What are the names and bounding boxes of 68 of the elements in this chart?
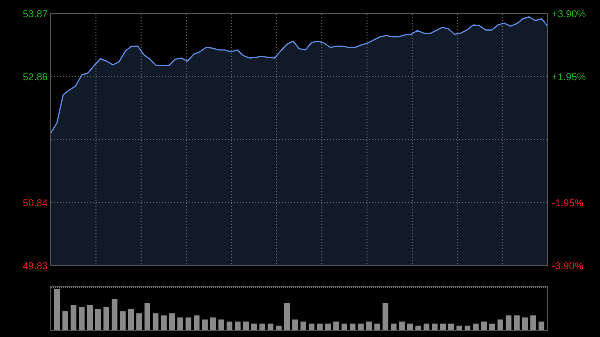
bar [284,303,290,330]
y2-tick-label: +1.95% [552,72,586,84]
y2-tick-label: -3.90% [552,262,584,272]
bar [54,289,60,330]
bar [490,324,496,330]
bar [260,324,266,330]
bar [79,307,85,330]
bar [325,324,332,330]
bar [62,312,68,330]
bar [407,324,414,330]
bar [448,324,454,330]
bar [70,305,77,330]
bar [128,310,134,330]
bar [481,322,488,330]
bar [440,324,446,330]
bar [424,324,430,330]
bar [243,322,250,330]
y-tick-label: 50.84 [22,198,48,210]
bar [350,324,356,330]
bar [530,316,536,330]
bar [161,316,167,330]
y-tick-label: 49.83 [22,262,48,272]
bar [522,318,528,330]
bar [308,324,315,330]
bar [538,322,545,330]
bar [120,312,126,330]
bar [300,322,306,330]
bar [399,322,405,330]
bar [186,318,192,330]
bar [456,326,462,330]
bar [464,326,471,330]
bar [210,318,216,330]
bar [178,318,184,330]
bar [506,316,512,330]
bar [136,314,142,330]
bar [276,326,282,330]
bar [268,324,274,330]
bar [334,322,340,330]
bar [152,314,159,330]
bar [169,314,176,330]
bar [292,320,298,330]
y2-tick-label: -1.95% [552,198,584,210]
bar [226,322,233,330]
bar [391,324,397,330]
bar [358,324,364,330]
bar [112,299,118,330]
y2-tick-label: +3.90% [552,10,586,20]
bar [432,324,438,330]
bar [374,324,380,330]
bar [498,320,504,330]
bar [416,326,422,330]
bar [235,322,241,330]
y-tick-label: 52.86 [22,72,48,84]
bar [87,305,94,330]
bar [218,320,224,330]
bar [144,303,151,330]
bar [194,316,200,330]
bar [473,324,479,330]
bar [251,324,258,330]
bar [366,322,372,330]
bar [104,307,110,330]
bar [342,324,348,330]
bar [317,324,323,330]
bar [202,320,208,330]
bar [382,303,389,330]
bar [514,316,520,330]
bar [96,310,102,330]
y-tick-label: 53.87 [22,10,48,20]
